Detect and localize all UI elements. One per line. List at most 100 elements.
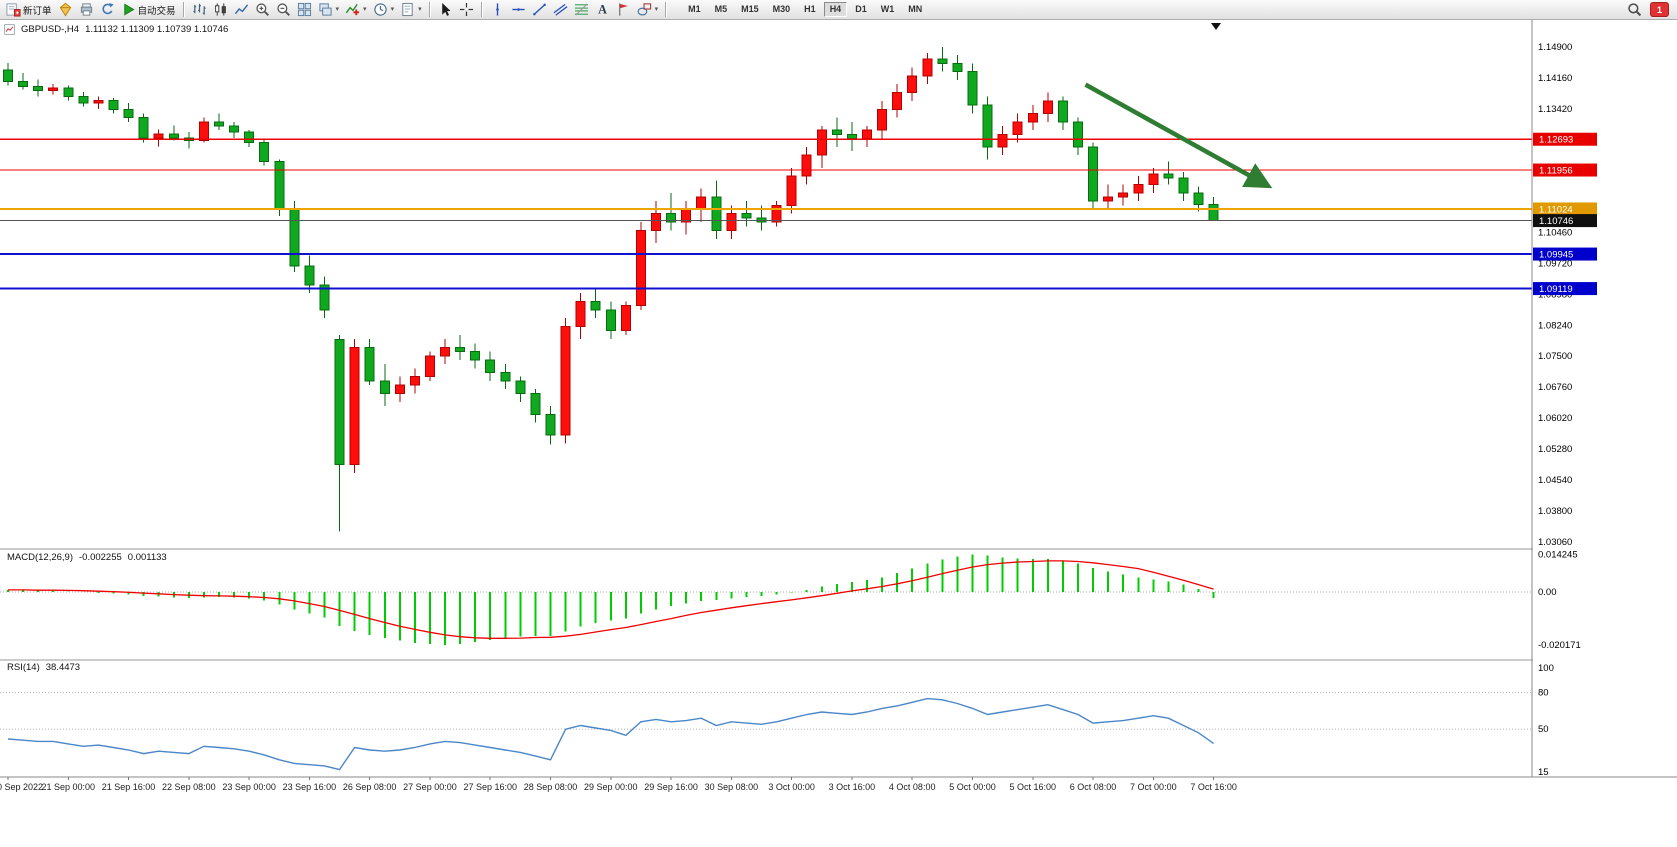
text-button[interactable]: A xyxy=(592,1,613,19)
channel-button[interactable] xyxy=(550,1,571,19)
text-icon: A xyxy=(595,2,610,17)
timeframe-m30-button[interactable]: M30 xyxy=(772,4,791,14)
toolbar-right-group: 1 xyxy=(1624,1,1674,19)
shapes-button[interactable]: ▾ xyxy=(634,1,662,19)
crosshair-button[interactable] xyxy=(456,1,477,19)
svg-text:1.10746: 1.10746 xyxy=(1539,216,1573,227)
templates-button[interactable]: ▾ xyxy=(397,1,425,19)
price-axis[interactable]: 1.149001.141601.134201.104601.097201.089… xyxy=(1531,20,1677,847)
chart-candles-button[interactable] xyxy=(210,1,231,19)
new-order-icon xyxy=(6,2,21,17)
toolbar-separator xyxy=(182,2,185,17)
svg-text:80: 80 xyxy=(1538,687,1549,698)
tile-icon xyxy=(297,2,312,17)
search-icon xyxy=(1627,2,1642,17)
svg-text:6 Oct 08:00: 6 Oct 08:00 xyxy=(1070,782,1117,792)
svg-text:29 Sep 16:00: 29 Sep 16:00 xyxy=(644,782,698,792)
search-button[interactable] xyxy=(1624,1,1645,19)
clock-icon xyxy=(373,2,388,17)
notification-badge[interactable]: 1 xyxy=(1650,2,1669,17)
chart-bars-button[interactable] xyxy=(189,1,210,19)
horizontal-line-button[interactable] xyxy=(508,1,529,19)
bar-shift-marker-icon[interactable] xyxy=(1211,23,1221,30)
trend-arrow-annotation[interactable] xyxy=(1084,82,1273,189)
refresh-button[interactable] xyxy=(97,1,118,19)
macd-main-value: -0.002255 xyxy=(79,552,122,563)
timeframe-m5-button[interactable]: M5 xyxy=(714,4,728,14)
svg-text:7 Oct 00:00: 7 Oct 00:00 xyxy=(1130,782,1177,792)
svg-text:0.00: 0.00 xyxy=(1538,587,1557,598)
price-chart-surface[interactable]: 1.149001.141601.134201.104601.097201.089… xyxy=(0,20,1677,847)
svg-text:7 Oct 16:00: 7 Oct 16:00 xyxy=(1190,782,1237,792)
fibonacci-button[interactable] xyxy=(571,1,592,19)
play-icon xyxy=(121,2,136,17)
main-toolbar: 新订单 自动交易 ▾ ▾ ▾ ▾ A ▾ M1 M5 M15 M30 H1 H4 D1 W1 MN 1 xyxy=(0,0,1677,20)
svg-text:1.05280: 1.05280 xyxy=(1538,444,1572,455)
chart-ohlc-values: 1.11132 1.11309 1.10739 1.10746 xyxy=(85,24,229,35)
template-icon xyxy=(400,2,415,17)
new-order-button[interactable]: 新订单 xyxy=(3,1,55,19)
gem-icon xyxy=(58,2,73,17)
svg-text:1.13420: 1.13420 xyxy=(1538,104,1572,115)
cascade-windows-button[interactable]: ▾ xyxy=(315,1,343,19)
crosshair-icon xyxy=(459,2,474,17)
svg-text:1.08240: 1.08240 xyxy=(1538,320,1572,331)
svg-text:27 Sep 16:00: 27 Sep 16:00 xyxy=(463,782,517,792)
zoom-in-button[interactable] xyxy=(252,1,273,19)
svg-text:23 Sep 16:00: 23 Sep 16:00 xyxy=(283,782,337,792)
chevron-down-icon: ▾ xyxy=(335,6,340,13)
svg-text:27 Sep 00:00: 27 Sep 00:00 xyxy=(403,782,457,792)
timeframe-d1-button[interactable]: D1 xyxy=(855,4,867,14)
svg-text:5 Oct 00:00: 5 Oct 00:00 xyxy=(949,782,996,792)
cascade-icon xyxy=(318,2,333,17)
timeframe-m1-button[interactable]: M1 xyxy=(688,4,701,14)
printer-icon xyxy=(79,2,94,17)
toolbar-separator xyxy=(428,2,431,17)
print-button[interactable] xyxy=(76,1,97,19)
timeframe-m15-button[interactable]: M15 xyxy=(741,4,759,14)
svg-text:29 Sep 00:00: 29 Sep 00:00 xyxy=(584,782,638,792)
svg-text:1.04540: 1.04540 xyxy=(1538,475,1572,486)
svg-text:1.12693: 1.12693 xyxy=(1539,135,1573,146)
sr-lines[interactable] xyxy=(0,138,1532,290)
indicators-button[interactable]: ▾ xyxy=(342,1,370,19)
svg-text:23 Sep 00:00: 23 Sep 00:00 xyxy=(222,782,276,792)
chevron-down-icon: ▾ xyxy=(654,6,659,13)
cursor-icon xyxy=(438,2,453,17)
periods-button[interactable]: ▾ xyxy=(370,1,398,19)
chart-window[interactable]: 1.149001.141601.134201.104601.097201.089… xyxy=(0,20,1677,847)
tile-windows-button[interactable] xyxy=(294,1,315,19)
autotrade-button[interactable]: 自动交易 xyxy=(118,1,179,19)
trendline-button[interactable] xyxy=(529,1,550,19)
timeframe-w1-button[interactable]: W1 xyxy=(880,4,895,14)
chevron-down-icon: ▾ xyxy=(418,6,422,13)
indicator-add-icon xyxy=(345,2,360,17)
timeframe-h4-button[interactable]: H4 xyxy=(823,2,848,17)
arrow-label-button[interactable] xyxy=(613,1,634,19)
svg-text:5 Oct 16:00: 5 Oct 16:00 xyxy=(1009,782,1056,792)
svg-text:1.09945: 1.09945 xyxy=(1539,250,1573,261)
svg-text:1.03800: 1.03800 xyxy=(1538,506,1572,517)
vertical-line-button[interactable] xyxy=(487,1,508,19)
fibonacci-icon xyxy=(574,2,589,17)
svg-text:21 Sep 00:00: 21 Sep 00:00 xyxy=(41,782,95,792)
svg-text:1.06020: 1.06020 xyxy=(1538,413,1572,424)
svg-text:1.07500: 1.07500 xyxy=(1538,351,1572,362)
chart-line-button[interactable] xyxy=(231,1,252,19)
timeframe-h1-button[interactable]: H1 xyxy=(804,4,816,14)
new-order-button-label: 新订单 xyxy=(23,5,52,17)
svg-text:50: 50 xyxy=(1538,724,1549,735)
metaeditor-button[interactable] xyxy=(55,1,76,19)
zoom-out-button[interactable] xyxy=(273,1,294,19)
refresh-icon xyxy=(100,2,115,17)
timeframe-mn-button[interactable]: MN xyxy=(908,4,923,14)
macd-name: MACD(12,26,9) xyxy=(7,552,73,563)
svg-text:-0.020171: -0.020171 xyxy=(1538,640,1581,651)
macd-panel xyxy=(0,548,1677,646)
autotrade-button-label: 自动交易 xyxy=(137,5,176,17)
svg-text:1.09720: 1.09720 xyxy=(1538,258,1572,269)
toolbar-separator xyxy=(665,2,668,17)
cursor-button[interactable] xyxy=(435,1,456,19)
chevron-down-icon: ▾ xyxy=(390,6,395,13)
